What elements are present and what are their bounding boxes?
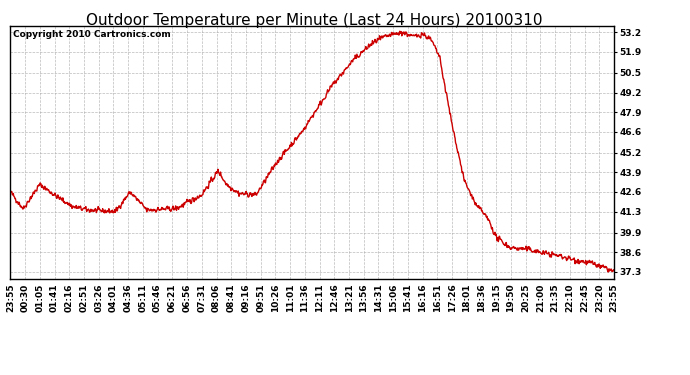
Text: Copyright 2010 Cartronics.com: Copyright 2010 Cartronics.com xyxy=(13,30,171,39)
Text: Outdoor Temperature per Minute (Last 24 Hours) 20100310: Outdoor Temperature per Minute (Last 24 … xyxy=(86,13,542,28)
